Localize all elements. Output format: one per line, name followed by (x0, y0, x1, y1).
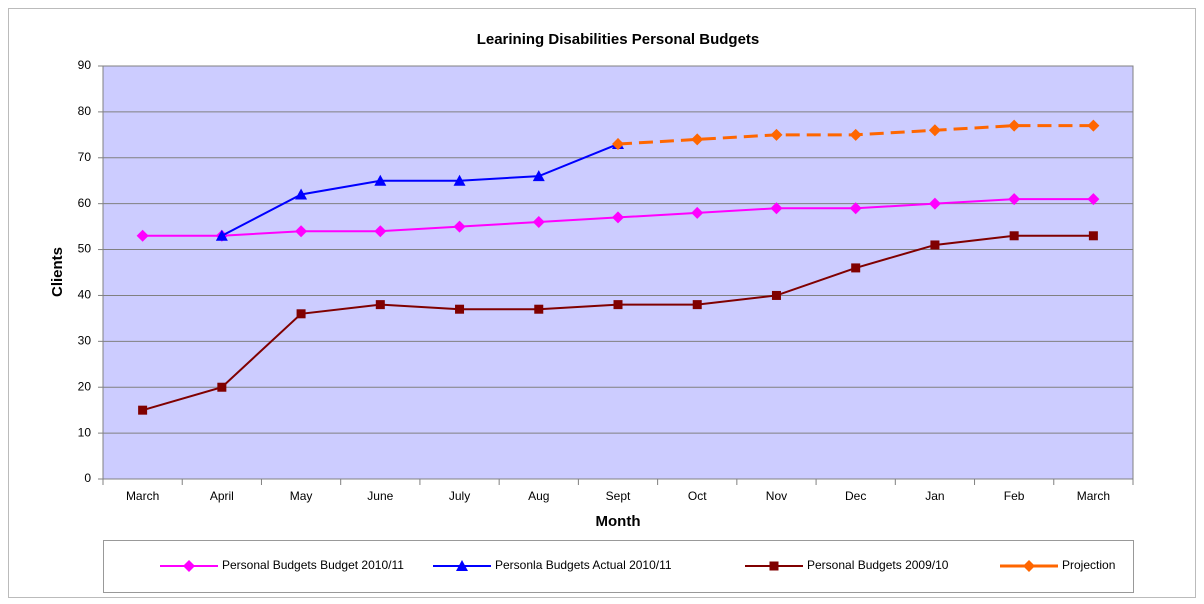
x-tick-label: Sept (606, 489, 631, 503)
y-tick-label: 30 (78, 334, 92, 348)
marker (217, 382, 227, 392)
x-tick-label: March (1077, 489, 1110, 503)
marker (456, 560, 468, 571)
marker (849, 202, 862, 215)
legend-label: Projection (1062, 558, 1115, 572)
marker (374, 174, 387, 186)
marker (534, 304, 544, 314)
y-tick-label: 80 (78, 104, 92, 118)
marker (612, 138, 624, 151)
y-tick-label: 0 (84, 471, 91, 485)
marker (928, 197, 941, 210)
marker (532, 216, 545, 229)
marker (295, 225, 308, 238)
legend-label: Personal Budgets 2009/10 (807, 558, 949, 572)
x-tick-label: June (367, 489, 393, 503)
plot-area (102, 65, 1134, 480)
x-tick-label: March (126, 489, 159, 503)
marker (1008, 119, 1021, 132)
marker (453, 220, 466, 233)
x-tick-label: Jan (925, 489, 944, 503)
legend-box (103, 540, 1134, 593)
series-line (221, 143, 619, 237)
marker (296, 309, 306, 319)
marker (1087, 119, 1100, 132)
marker (136, 229, 149, 242)
marker (1088, 231, 1098, 241)
marker (851, 263, 861, 273)
marker (1023, 560, 1035, 572)
marker (770, 128, 783, 141)
marker (183, 560, 195, 572)
x-tick-label: July (449, 489, 470, 503)
marker (930, 240, 940, 250)
marker (613, 300, 623, 310)
x-tick-label: Oct (688, 489, 707, 503)
marker (215, 229, 228, 241)
y-tick-label: 40 (78, 288, 92, 302)
marker (374, 225, 387, 238)
marker (295, 188, 308, 200)
marker (849, 128, 862, 141)
marker (453, 174, 466, 186)
legend-label: Personla Budgets Actual 2010/11 (495, 558, 672, 572)
y-tick-label: 60 (78, 196, 92, 210)
y-tick-label: 90 (78, 58, 92, 72)
marker (692, 300, 702, 310)
marker (769, 561, 779, 571)
x-tick-label: April (210, 489, 234, 503)
x-tick-label: Feb (1004, 489, 1025, 503)
y-axis-title: Clients (49, 247, 66, 297)
marker (532, 170, 545, 182)
x-tick-label: Dec (845, 489, 866, 503)
y-tick-label: 70 (78, 150, 92, 164)
marker (1087, 193, 1100, 206)
chart-title: Learining Disabilities Personal Budgets (477, 31, 760, 48)
x-tick-label: Aug (528, 489, 549, 503)
marker (455, 304, 465, 314)
x-tick-label: May (290, 489, 313, 503)
y-tick-label: 50 (78, 242, 92, 256)
y-tick-label: 10 (78, 425, 92, 439)
marker (1009, 231, 1019, 241)
marker (691, 133, 704, 146)
marker (770, 202, 783, 215)
marker (1008, 193, 1021, 206)
marker (375, 300, 385, 310)
marker (612, 211, 624, 224)
marker (928, 124, 941, 137)
x-tick-label: Nov (766, 489, 787, 503)
y-tick-label: 20 (78, 379, 92, 393)
marker (691, 206, 704, 219)
legend-label: Personal Budgets Budget 2010/11 (222, 558, 404, 572)
x-axis-title: Month (596, 513, 641, 530)
marker (138, 405, 148, 415)
marker (771, 290, 781, 300)
